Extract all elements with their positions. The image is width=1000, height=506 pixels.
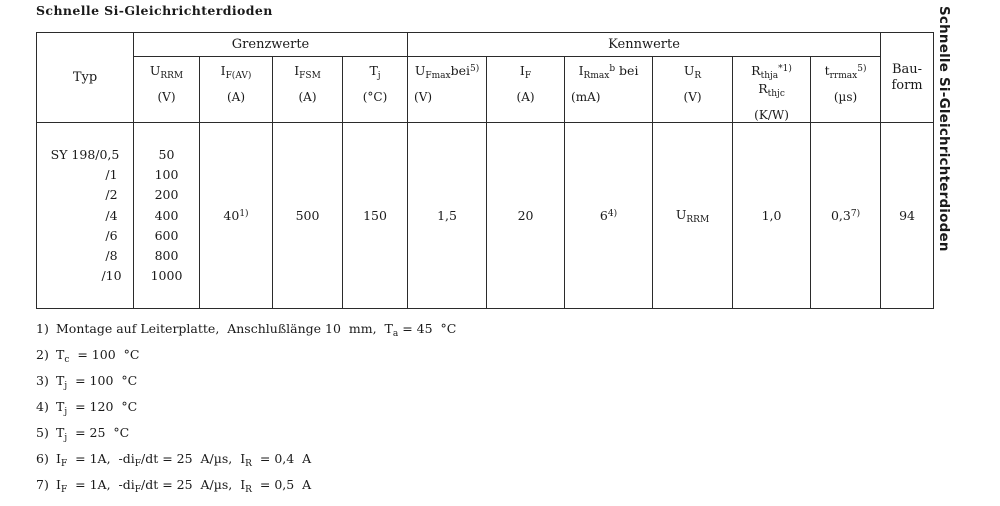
page-title: Schnelle Si-Gleichrichterdioden: [36, 3, 273, 18]
header-col-tj: Tj (°C): [341, 55, 409, 124]
footnote-number: 4): [36, 399, 49, 414]
footnote-text: Tj = 100 °C: [56, 373, 138, 391]
footnote-text: Tj = 25 °C: [56, 425, 130, 443]
voltage-value: 200: [154, 187, 179, 203]
header-grenzwerte: Grenzwerte: [132, 32, 409, 57]
footnote-text: Montage auf Leiterplatte, Anschlußlänge …: [56, 321, 457, 339]
footnote: 5) Tj = 25 °C: [36, 420, 456, 446]
footnote-number: 7): [36, 477, 49, 492]
voltage-value: 1000: [150, 268, 183, 284]
footnote-text: IF = 1A, -diF/dt = 25 A/µs, IR = 0,4 A: [56, 451, 312, 469]
type-name: /4: [105, 207, 118, 223]
header-bauform: Bau-form: [880, 31, 935, 124]
header-col-ifsm: IFSM (A): [272, 55, 343, 124]
cell-tj: 150: [341, 122, 409, 309]
specification-table: Typ Grenzwerte Kennwerte Bau-form URRM (V…: [36, 31, 935, 309]
footnote-number: 5): [36, 425, 49, 440]
header-col-rth: Rthja*1) Rthjc (K/W): [732, 55, 812, 124]
header-col-ifav: IF(AV) (A): [199, 55, 273, 124]
header-col-ufmax: UFmaxbei5) (V): [407, 55, 488, 124]
header-typ: Typ: [36, 31, 134, 124]
voltage-value: 400: [154, 207, 179, 223]
table-symbol-header-row: URRM (V) IF(AV) (A) IFSM (A) Tj (°C) UFmaxbe…: [37, 55, 934, 124]
cell-rth: 1,0: [732, 122, 812, 309]
footnote-text: Tc = 100 °C: [56, 347, 140, 365]
cell-if-av: 401): [199, 122, 273, 309]
side-title: Schnelle Si-Gleichrichterdioden: [936, 6, 952, 252]
voltage-value: 100: [154, 167, 179, 183]
cell-ifsm: 500: [272, 122, 343, 309]
footnote-number: 2): [36, 347, 49, 362]
footnote: 6) IF = 1A, -diF/dt = 25 A/µs, IR = 0,4 A: [36, 446, 456, 472]
header-col-trr: trrmax5) (µs): [810, 55, 882, 124]
cell-trr: 0,37): [810, 122, 882, 309]
footnote-number: 1): [36, 321, 49, 336]
type-name: /10: [101, 268, 122, 284]
footnote: 2) Tc = 100 °C: [36, 342, 456, 368]
cell-uf-max: 1,5: [407, 122, 488, 309]
footnote-text: Tj = 120 °C: [56, 399, 138, 417]
cell-bauform: 94: [880, 122, 935, 309]
type-name: /6: [105, 227, 118, 243]
cell-type-list: SY 198/0,5/1/2/4/6/8/10: [36, 122, 134, 309]
header-col-urrm: URRM (V): [133, 55, 200, 124]
voltage-value: 50: [158, 146, 175, 162]
footnote: 7) IF = 1A, -diF/dt = 25 A/µs, IR = 0,5 A: [36, 472, 456, 498]
table-group-header-row: Typ Grenzwerte Kennwerte Bau-form: [36, 31, 935, 124]
header-kennwerte: Kennwerte: [407, 32, 882, 57]
header-col-if: IF (A): [486, 55, 566, 124]
cell-ur: URRM: [652, 122, 734, 309]
footnote-text: IF = 1A, -diF/dt = 25 A/µs, IR = 0,5 A: [56, 477, 312, 495]
cell-voltage-list: 50 100 200 400 600 800 1000: [133, 122, 200, 309]
footnote-number: 6): [36, 451, 49, 466]
footnote: 1) Montage auf Leiterplatte, Anschlußläng…: [36, 316, 456, 342]
header-bauform-label: Bau-form: [891, 61, 923, 93]
header-col-ur: UR (V): [652, 55, 734, 124]
cell-ir-max: 64): [564, 122, 654, 309]
voltage-value: 600: [154, 227, 179, 243]
type-name: /1: [105, 167, 118, 183]
footnote-list: 1) Montage auf Leiterplatte, Anschlußläng…: [36, 316, 456, 498]
voltage-value: 800: [154, 248, 179, 264]
table-data-row: SY 198/0,5/1/2/4/6/8/10 50 100 200 400 600 80…: [36, 122, 935, 309]
header-col-irmax: IRmaxb bei (mA): [564, 55, 654, 124]
type-name: SY 198/0,5: [50, 146, 120, 162]
type-name: /8: [105, 248, 118, 264]
footnote-number: 3): [36, 373, 49, 388]
footnote: 4) Tj = 120 °C: [36, 394, 456, 420]
footnote: 3) Tj = 100 °C: [36, 368, 456, 394]
type-name: /2: [105, 187, 118, 203]
cell-if: 20: [486, 122, 566, 309]
